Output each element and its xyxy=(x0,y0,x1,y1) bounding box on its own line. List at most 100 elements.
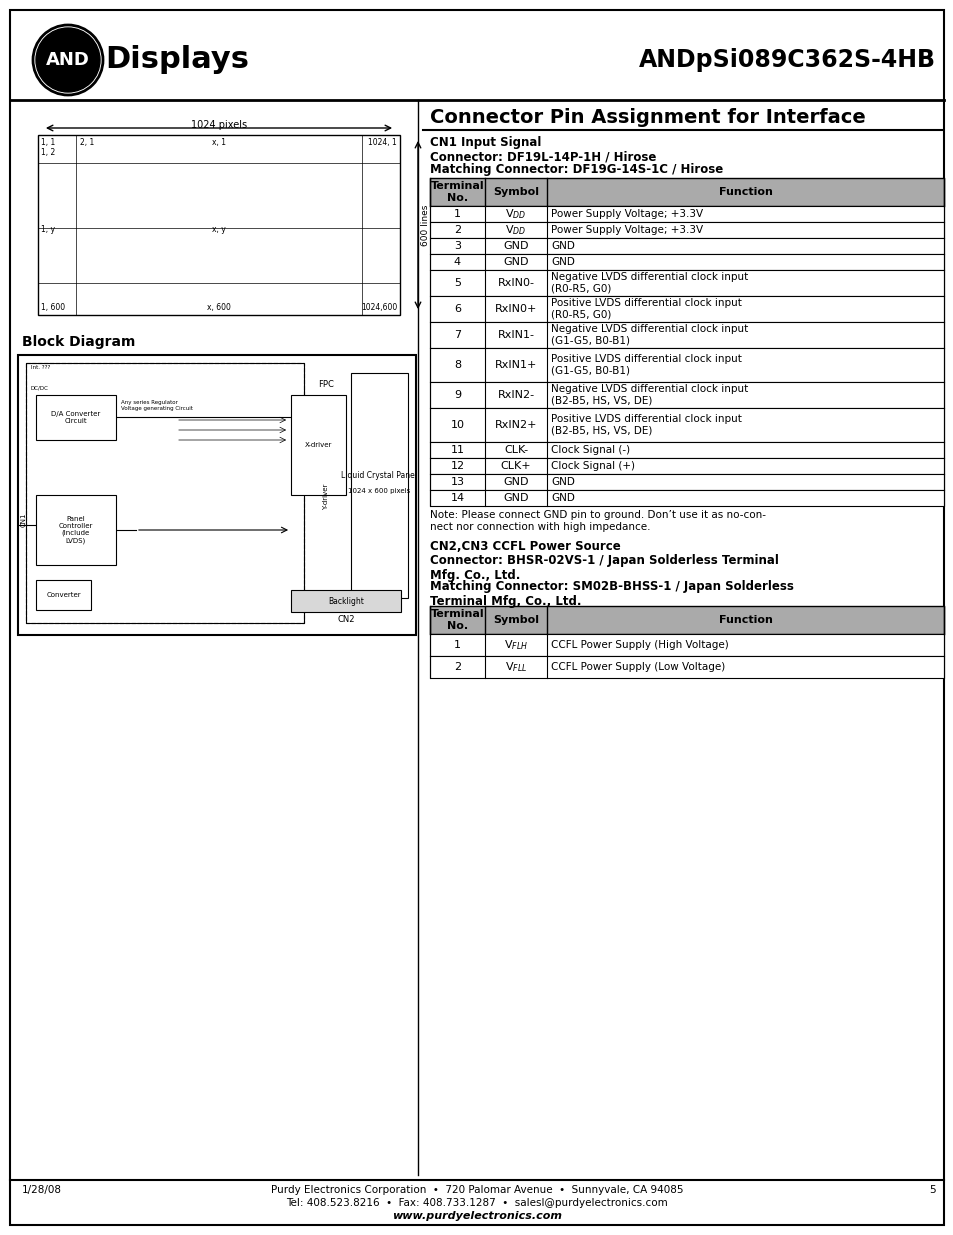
Text: 13: 13 xyxy=(450,477,464,487)
Bar xyxy=(430,322,943,348)
Bar xyxy=(430,606,943,634)
Bar xyxy=(430,458,943,474)
Bar xyxy=(291,590,400,613)
Text: 2: 2 xyxy=(454,225,460,235)
Bar xyxy=(430,238,943,254)
Text: Purdy Electronics Corporation  •  720 Palomar Avenue  •  Sunnyvale, CA 94085: Purdy Electronics Corporation • 720 Palo… xyxy=(271,1186,682,1195)
Bar xyxy=(430,634,943,656)
Bar xyxy=(36,395,116,440)
Text: GND: GND xyxy=(551,493,575,503)
Text: Terminal
No.: Terminal No. xyxy=(430,609,484,631)
Text: Positive LVDS differential clock input
(B2-B5, HS, VS, DE): Positive LVDS differential clock input (… xyxy=(551,414,741,436)
Text: ANDpSi089C362S-4HB: ANDpSi089C362S-4HB xyxy=(639,48,935,72)
Text: GND: GND xyxy=(503,493,528,503)
Text: V$_{DD}$: V$_{DD}$ xyxy=(505,207,526,221)
Text: 2, 1: 2, 1 xyxy=(80,138,94,147)
Text: CCFL Power Supply (High Voltage): CCFL Power Supply (High Voltage) xyxy=(551,640,728,650)
Text: 12: 12 xyxy=(450,461,464,471)
Text: CLK+: CLK+ xyxy=(500,461,531,471)
Text: D/A Converter
Circuit: D/A Converter Circuit xyxy=(51,411,100,424)
Text: Block Diagram: Block Diagram xyxy=(22,335,135,350)
Text: 1024,600: 1024,600 xyxy=(360,303,396,312)
Bar xyxy=(36,580,91,610)
Bar xyxy=(430,222,943,238)
Text: 3: 3 xyxy=(454,241,460,251)
Text: Function: Function xyxy=(718,615,772,625)
Bar xyxy=(430,296,943,322)
Text: CN2,CN3 CCFL Power Source: CN2,CN3 CCFL Power Source xyxy=(430,540,620,553)
Bar xyxy=(430,382,943,408)
Text: Int. ???: Int. ??? xyxy=(30,366,51,370)
Bar xyxy=(291,395,346,495)
Text: GND: GND xyxy=(503,477,528,487)
Text: 5: 5 xyxy=(454,278,460,288)
Text: 1, 600: 1, 600 xyxy=(41,303,65,312)
Text: 1024, 1: 1024, 1 xyxy=(368,138,396,147)
Bar xyxy=(430,656,943,678)
Text: Positive LVDS differential clock input
(R0-R5, G0): Positive LVDS differential clock input (… xyxy=(551,298,741,320)
Text: Note: Please connect GND pin to ground. Don’t use it as no-con-
nect nor connect: Note: Please connect GND pin to ground. … xyxy=(430,510,765,531)
Text: 2: 2 xyxy=(454,662,460,672)
Text: Connector: BHSR-02VS-1 / Japan Solderless Terminal
Mfg. Co., Ltd.: Connector: BHSR-02VS-1 / Japan Solderles… xyxy=(430,555,778,582)
Bar xyxy=(18,354,416,635)
Bar xyxy=(430,178,943,206)
Bar xyxy=(430,408,943,442)
Text: 4: 4 xyxy=(454,257,460,267)
Text: CN1: CN1 xyxy=(21,513,27,527)
Text: CLK-: CLK- xyxy=(503,445,528,454)
Text: 1024 x 600 pixels: 1024 x 600 pixels xyxy=(348,488,410,494)
Text: 1: 1 xyxy=(454,640,460,650)
Text: 1024 pixels: 1024 pixels xyxy=(191,120,247,130)
Text: Liquid Crystal Panel: Liquid Crystal Panel xyxy=(341,471,417,480)
Text: Tel: 408.523.8216  •  Fax: 408.733.1287  •  salesl@purdyelectronics.com: Tel: 408.523.8216 • Fax: 408.733.1287 • … xyxy=(286,1198,667,1208)
Text: 9: 9 xyxy=(454,390,460,400)
Text: 10: 10 xyxy=(450,420,464,430)
Text: X-driver: X-driver xyxy=(305,442,332,448)
Text: Clock Signal (-): Clock Signal (-) xyxy=(551,445,630,454)
Bar xyxy=(36,495,116,564)
Bar xyxy=(26,363,304,622)
Text: AND: AND xyxy=(46,51,90,69)
Text: 14: 14 xyxy=(450,493,464,503)
Text: Clock Signal (+): Clock Signal (+) xyxy=(551,461,635,471)
Bar xyxy=(430,348,943,382)
Text: Symbol: Symbol xyxy=(493,186,538,198)
Text: Power Supply Voltage; +3.3V: Power Supply Voltage; +3.3V xyxy=(551,225,702,235)
Bar xyxy=(38,135,399,315)
Text: RxIN2-: RxIN2- xyxy=(497,390,534,400)
Text: Function: Function xyxy=(718,186,772,198)
Text: 1/28/08: 1/28/08 xyxy=(22,1186,62,1195)
Text: www.purdyelectronics.com: www.purdyelectronics.com xyxy=(392,1212,561,1221)
Text: Negative LVDS differential clock input
(B2-B5, HS, VS, DE): Negative LVDS differential clock input (… xyxy=(551,384,747,406)
Text: Y-driver: Y-driver xyxy=(323,484,329,510)
Text: Connector Pin Assignment for Interface: Connector Pin Assignment for Interface xyxy=(430,107,864,127)
Text: RxIN1+: RxIN1+ xyxy=(495,359,537,370)
Text: 1, y: 1, y xyxy=(41,226,55,235)
Bar xyxy=(430,206,943,222)
Text: x, y: x, y xyxy=(212,226,226,235)
Text: Any series Regulator
Voltage generating Circuit: Any series Regulator Voltage generating … xyxy=(121,400,193,411)
Bar xyxy=(430,270,943,296)
Text: RxIN0-: RxIN0- xyxy=(497,278,534,288)
Text: Matching Connector: SM02B-BHSS-1 / Japan Solderless
Terminal Mfg, Co., Ltd.: Matching Connector: SM02B-BHSS-1 / Japan… xyxy=(430,580,793,608)
Text: 600 lines: 600 lines xyxy=(420,204,430,246)
Text: GND: GND xyxy=(551,241,575,251)
Text: GND: GND xyxy=(503,241,528,251)
Bar xyxy=(430,442,943,458)
Text: RxIN2+: RxIN2+ xyxy=(495,420,537,430)
Text: GND: GND xyxy=(551,477,575,487)
Text: x, 600: x, 600 xyxy=(207,303,231,312)
Text: 11: 11 xyxy=(450,445,464,454)
Text: 5: 5 xyxy=(928,1186,935,1195)
Text: RxIN0+: RxIN0+ xyxy=(495,304,537,314)
Bar xyxy=(351,373,408,598)
Text: x, 1: x, 1 xyxy=(212,138,226,147)
Text: Connector: DF19L-14P-1H / Hirose: Connector: DF19L-14P-1H / Hirose xyxy=(430,149,656,163)
Text: Positive LVDS differential clock input
(G1-G5, B0-B1): Positive LVDS differential clock input (… xyxy=(551,354,741,375)
Text: V$_{FLH}$: V$_{FLH}$ xyxy=(503,638,528,652)
Text: Matching Connector: DF19G-14S-1C / Hirose: Matching Connector: DF19G-14S-1C / Hiros… xyxy=(430,163,722,177)
Text: Terminal
No.: Terminal No. xyxy=(430,182,484,203)
Text: 1, 1
1, 2: 1, 1 1, 2 xyxy=(41,138,55,157)
Text: GND: GND xyxy=(503,257,528,267)
Text: CN1 Input Signal: CN1 Input Signal xyxy=(430,136,540,149)
